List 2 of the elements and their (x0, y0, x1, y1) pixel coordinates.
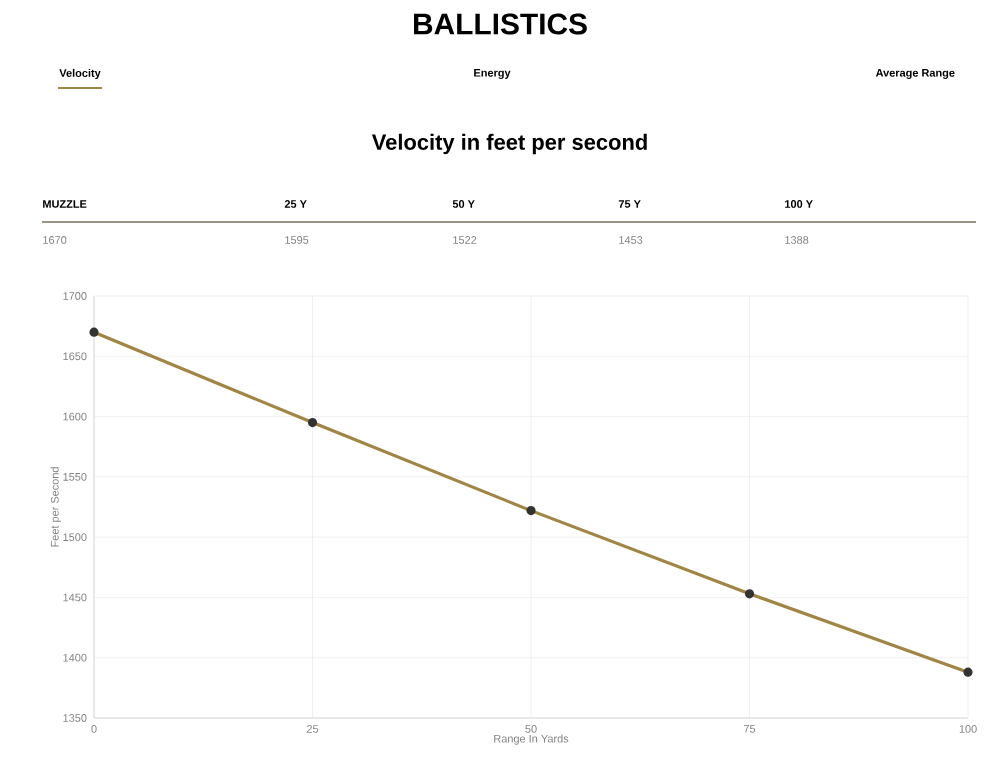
chart-subtitle: Velocity in feet per second (371, 133, 647, 155)
chart-title: BALLISTICS (414, 13, 587, 35)
